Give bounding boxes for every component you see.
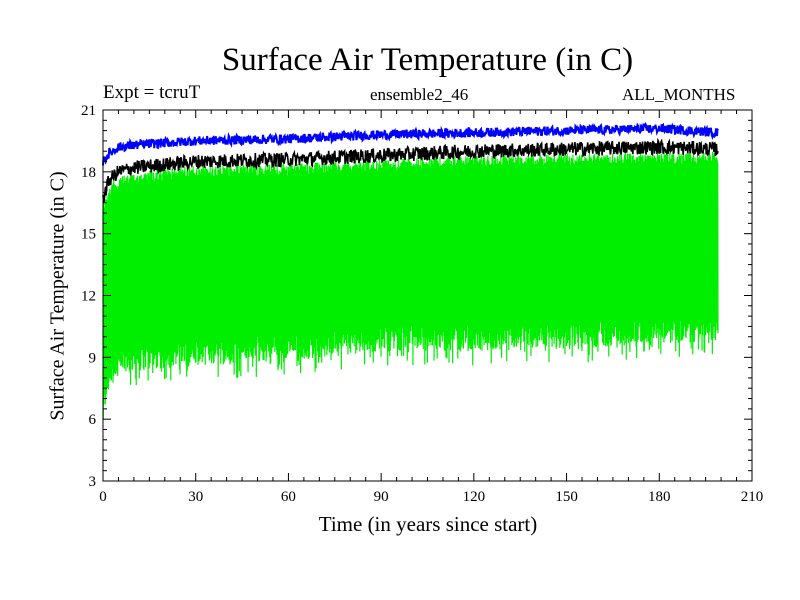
y-tick-label: 3 <box>89 474 97 490</box>
chart-title: Surface Air Temperature (in C) <box>221 42 634 78</box>
x-tick-label: 30 <box>188 489 203 505</box>
y-tick-label: 6 <box>89 412 97 428</box>
series-annual-max-line <box>102 121 719 166</box>
y-tick-label: 18 <box>81 165 96 181</box>
series-annual-mean-lower-line <box>102 137 719 204</box>
plot-series <box>102 121 719 420</box>
x-tick-label: 210 <box>741 489 764 505</box>
x-tick-label: 150 <box>555 489 578 505</box>
x-tick-label: 60 <box>281 489 296 505</box>
y-tick-label: 15 <box>81 227 96 243</box>
y-tick-label: 9 <box>89 350 97 366</box>
ensemble-label: ensemble2_46 <box>370 85 469 104</box>
axes: 0 30 60 90 120 150 180 210 3 6 9 12 15 18 21 <box>81 103 763 505</box>
series-monthly-line <box>102 152 719 420</box>
x-tick-label: 0 <box>99 489 107 505</box>
y-tick-label: 12 <box>81 289 96 305</box>
x-tick-label: 90 <box>374 489 389 505</box>
months-label: ALL_MONTHS <box>622 85 736 104</box>
experiment-label: Expt = tcruT <box>103 82 201 103</box>
x-axis-label: Time (in years since start) <box>318 512 538 536</box>
y-tick-label: 21 <box>81 103 96 119</box>
x-tick-label: 180 <box>648 489 671 505</box>
x-tick-label: 120 <box>463 489 486 505</box>
